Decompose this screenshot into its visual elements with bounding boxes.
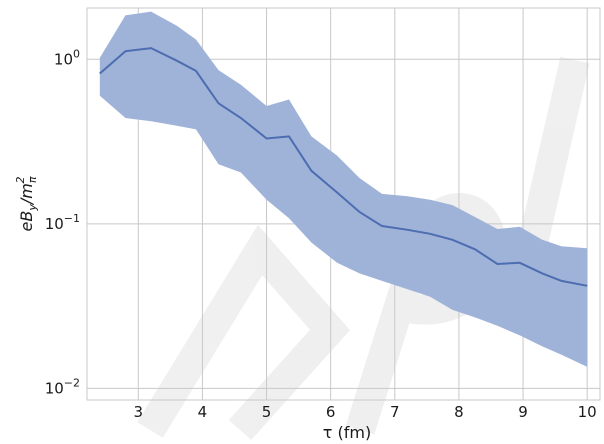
uncertainty-band: [99, 11, 588, 367]
x-tick-label: 9: [518, 403, 528, 421]
y-tick-label: 100: [54, 47, 80, 68]
y-tick-label: 10−2: [45, 376, 80, 397]
y-tick-label: 10−1: [45, 212, 80, 233]
y-axis-label: eBy/mπ2: [14, 176, 39, 231]
x-tick-label: 4: [198, 403, 208, 421]
x-tick-label: 6: [326, 403, 336, 421]
watermark-stroke-1: [137, 224, 351, 441]
central-line: [99, 47, 588, 287]
x-axis-label: τ (fm): [323, 423, 371, 442]
x-tick-label: 7: [390, 403, 400, 421]
x-tick-labels: 3 4 5 6 7 8 9 10: [134, 403, 597, 421]
y-tick-labels: 100 10−1 10−2: [45, 47, 80, 397]
x-tick-label: 5: [262, 403, 272, 421]
x-tick-label: 8: [454, 403, 464, 421]
plot-frame: [86, 7, 601, 401]
x-tick-label: 10: [578, 403, 597, 421]
x-tick-label: 3: [134, 403, 144, 421]
